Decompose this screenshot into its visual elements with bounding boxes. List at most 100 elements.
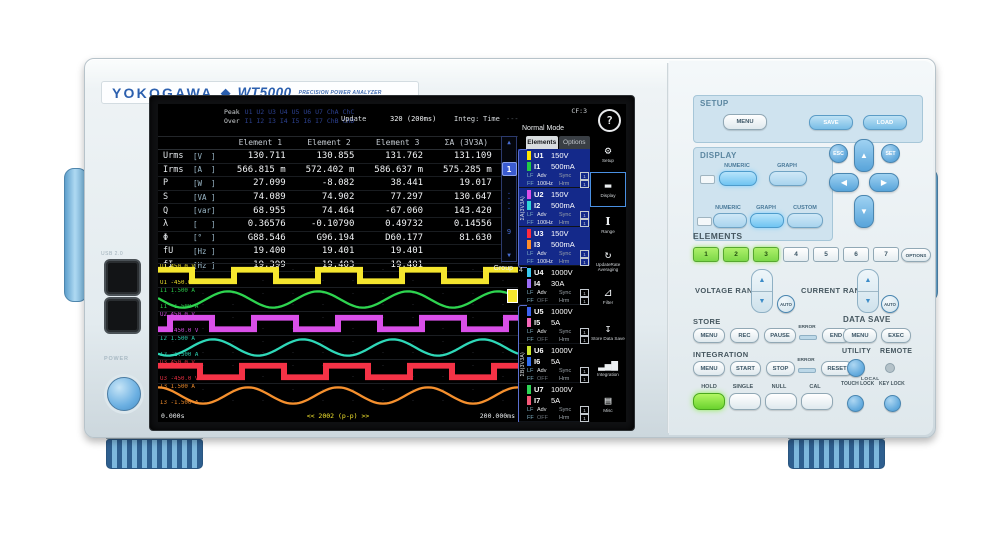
voltage-range-down-icon[interactable]: ▼ [758, 298, 766, 306]
sync-label: Sync [559, 407, 572, 413]
last-page[interactable]: 9 [506, 228, 512, 236]
integration-menu-button[interactable]: MENU [693, 361, 725, 376]
current-auto-button[interactable]: AUTO [881, 295, 899, 313]
voltage-color-chip [527, 268, 531, 277]
ff-value: OFF [537, 376, 548, 382]
element-entry[interactable]: U5 1000V I5 5A LF Adv Sync 1 FF OFF Hrm 1 [518, 305, 590, 344]
tab-elements[interactable]: Elements [526, 136, 558, 149]
element-5-button[interactable]: 5 [813, 247, 839, 262]
current-page[interactable]: 1 [501, 162, 517, 176]
current-range-down-icon[interactable]: ▼ [864, 298, 872, 306]
element-entry[interactable]: U3 150V I3 500mA LF Adv Sync 1 FF 100Hz Hrm 1 [518, 227, 590, 266]
element-1-button[interactable]: 1 [693, 247, 719, 262]
current-range-up-icon[interactable]: ▲ [858, 270, 878, 292]
nav-up-button[interactable]: ▲ [854, 139, 874, 172]
element-7-button[interactable]: 7 [873, 247, 899, 262]
set-button[interactable]: SET [881, 144, 900, 163]
integration-start-button[interactable]: START [730, 361, 761, 376]
data-save-menu-button[interactable]: MENU [843, 328, 877, 343]
integration-stop-button[interactable]: STOP [766, 361, 795, 376]
lf-label: LF [527, 173, 534, 179]
table-body: Urms [V ] 130.711 130.855 131.762 131.109 Irms… [158, 150, 501, 273]
page-dot[interactable]: · [506, 190, 512, 198]
utility-button[interactable] [847, 359, 865, 377]
voltage-line: U3 150V [527, 228, 589, 239]
model-tagline: PRECISION POWER ANALYZER [298, 89, 382, 96]
voltage-range-rocker[interactable]: ▲ ▼ [751, 269, 773, 313]
element-entry[interactable]: U2 150V I2 500mA LF Adv Sync 1 FF 100Hz Hrm 1 [518, 188, 590, 227]
custom-button[interactable] [787, 213, 823, 228]
voltage-channel: U7 [534, 385, 544, 394]
measure-value: 0.14556 [453, 219, 492, 230]
voltage-line: U1 150V [527, 150, 589, 161]
element-entry[interactable]: U4 1000V I4 30A LF Adv Sync 1 FF OFF Hrm 1 [518, 266, 590, 305]
numeric1-button[interactable] [719, 171, 757, 186]
current-range-label: CURRENT RANGE [801, 286, 873, 295]
touch-lock-button[interactable] [847, 395, 864, 412]
over-items: I1 I2 I3 I4 I5 I6 I7 ChB ChD [244, 117, 355, 125]
current-color-chip [527, 201, 531, 210]
display-label: DISPLAY [700, 151, 737, 160]
store-pause-button[interactable]: PAUSE [764, 328, 796, 343]
tab-options[interactable]: Options [558, 136, 590, 149]
page-dot[interactable]: · [506, 205, 512, 213]
power-button[interactable] [107, 377, 141, 411]
menu-item-misc[interactable]: ▤ Misc [590, 386, 626, 422]
screen: Peak Over U1 U2 U3 U4 U5 U6 U7 ChA ChC I1 … [158, 104, 626, 422]
setup-menu-button[interactable]: MENU [723, 114, 767, 130]
numeric2-button[interactable] [713, 213, 747, 228]
element-entry[interactable]: U1 150V I1 500mA LF Adv Sync 1 FF 100Hz Hrm 1 [518, 149, 590, 188]
measure-name: P [163, 178, 169, 189]
voltage-range-up-icon[interactable]: ▲ [752, 270, 772, 292]
element-entry[interactable]: U6 1000V I6 5A LF Adv Sync 1 FF OFF Hrm 1 [518, 344, 590, 383]
data-save-exec-button[interactable]: EXEC [881, 328, 911, 343]
graph2-button[interactable] [750, 213, 784, 228]
usb-port-1[interactable] [104, 259, 141, 296]
hold-button[interactable] [693, 393, 725, 410]
element-4-button[interactable]: 4 [783, 247, 809, 262]
current-range-rocker[interactable]: ▲ ▼ [857, 269, 879, 313]
nav-down-button[interactable]: ▼ [854, 195, 874, 228]
page-dot[interactable]: · [506, 200, 512, 208]
single-button[interactable] [729, 393, 761, 410]
load-button[interactable]: LOAD [863, 115, 907, 130]
sync-source-box: 1 [580, 367, 589, 375]
menu-item-store-data-save[interactable]: ↧ Store Data Save [590, 314, 626, 350]
menu-item-filter[interactable]: ⊿ Filter [590, 279, 626, 315]
hrm-label: Hrm [559, 376, 570, 382]
nav-right-button[interactable]: ▶ [869, 173, 899, 192]
options-button[interactable]: OPTIONS [901, 248, 931, 262]
help-icon[interactable]: ? [598, 109, 621, 132]
page-dot[interactable]: · [506, 195, 512, 203]
integ-label: Integ: [454, 115, 480, 123]
voltage-auto-button[interactable]: AUTO [777, 295, 795, 313]
null-button[interactable] [765, 393, 797, 410]
menu-item-updaterate-averaging[interactable]: ↻ UpdateRate Averaging [590, 243, 626, 279]
sync-source-box: 1 [580, 406, 589, 414]
menu-item-display[interactable]: ▬ Display [590, 171, 626, 208]
menu-item-integration[interactable]: ▂▄▆ Integration [590, 350, 626, 386]
menu-item-setup[interactable]: ⚙ Setup [590, 136, 626, 172]
store-rec-button[interactable]: REC [730, 328, 759, 343]
element-6-button[interactable]: 6 [843, 247, 869, 262]
key-lock-button[interactable] [884, 395, 901, 412]
page-up-icon[interactable]: ▲ [507, 139, 511, 146]
graph1-button[interactable] [769, 171, 807, 186]
measure-value: 19.401 [390, 246, 424, 257]
esc-button[interactable]: ESC [829, 144, 848, 163]
group-page-tab[interactable] [507, 289, 518, 303]
page-down-icon[interactable]: ▼ [507, 252, 511, 259]
menu-item-range[interactable]: I Range [590, 207, 626, 243]
save-button[interactable]: SAVE [809, 115, 853, 130]
voltage-range-value: 1000V [551, 307, 573, 316]
ff-label: FF [527, 415, 534, 421]
store-menu-button[interactable]: MENU [693, 328, 725, 343]
cal-button[interactable] [801, 393, 833, 410]
element-2-button[interactable]: 2 [723, 247, 749, 262]
usb-port-2[interactable] [104, 297, 141, 334]
nav-left-button[interactable]: ◀ [829, 173, 859, 192]
measure-value: -0.10790 [311, 219, 355, 230]
element-3-button[interactable]: 3 [753, 247, 779, 262]
screen-menu: ⚙ Setup ▬ Display I Range ↻ UpdateRate Averagin… [590, 136, 626, 422]
element-entry[interactable]: U7 1000V I7 5A LF Adv Sync 1 FF OFF Hrm 1 [518, 383, 590, 422]
